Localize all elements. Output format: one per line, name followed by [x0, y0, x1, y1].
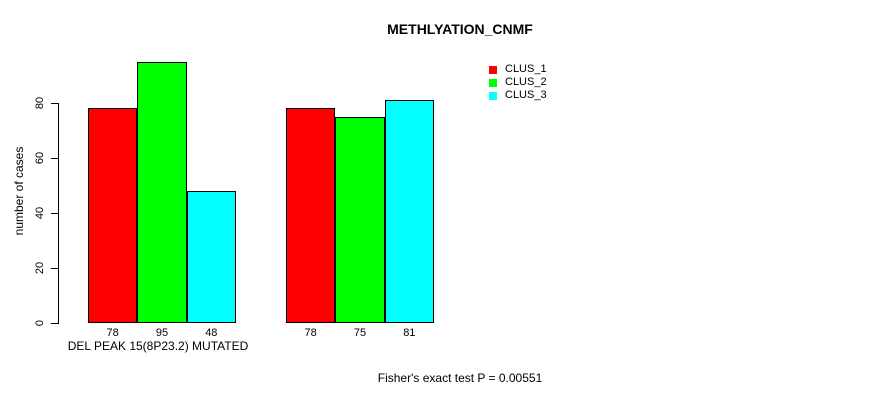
chart-title: METHLYATION_CNMF	[387, 21, 533, 37]
y-tick-label: 20	[34, 261, 46, 275]
legend-swatch-icon	[489, 65, 497, 74]
y-tick-mark	[51, 268, 58, 269]
legend-label: CLUS_1	[505, 63, 547, 75]
bar-group1-clus_3	[186, 191, 236, 323]
legend-label: CLUS_3	[505, 89, 547, 101]
bar-value-label: 78	[106, 327, 119, 339]
bar-value-label: 48	[205, 327, 218, 339]
x-axis-label: DEL PEAK 15(8P23.2) MUTATED	[67, 339, 249, 353]
fisher-test-annotation: Fisher's exact test P = 0.00551	[377, 371, 543, 385]
bar-group1-clus_2	[137, 62, 187, 323]
y-tick-mark	[51, 323, 58, 324]
legend-swatch-icon	[489, 78, 497, 87]
y-tick-label: 60	[34, 151, 46, 165]
bar-value-label: 78	[304, 327, 317, 339]
bar-group1-clus_1	[88, 108, 138, 323]
y-axis-line	[58, 103, 59, 324]
bar-group2-clus_3	[384, 100, 434, 323]
y-tick-label: 0	[34, 319, 46, 327]
legend: CLUS_1 CLUS_2 CLUS_3	[489, 63, 547, 102]
legend-item-clus_2: CLUS_2	[489, 76, 547, 89]
bar-group2-clus_1	[286, 108, 336, 323]
y-tick-label: 40	[34, 206, 46, 220]
y-tick-mark	[51, 158, 58, 159]
bar-group2-clus_2	[335, 117, 385, 323]
bar-value-label: 81	[403, 327, 416, 339]
y-tick-mark	[51, 103, 58, 104]
bar-value-label: 75	[353, 327, 367, 339]
y-tick-mark	[51, 213, 58, 214]
y-tick-label: 80	[34, 96, 46, 110]
legend-item-clus_3: CLUS_3	[489, 89, 547, 102]
bar-value-label: 95	[155, 327, 169, 339]
y-axis-label: number of cases	[12, 146, 26, 236]
legend-swatch-icon	[489, 91, 497, 100]
legend-label: CLUS_2	[505, 76, 547, 88]
legend-item-clus_1: CLUS_1	[489, 63, 547, 76]
